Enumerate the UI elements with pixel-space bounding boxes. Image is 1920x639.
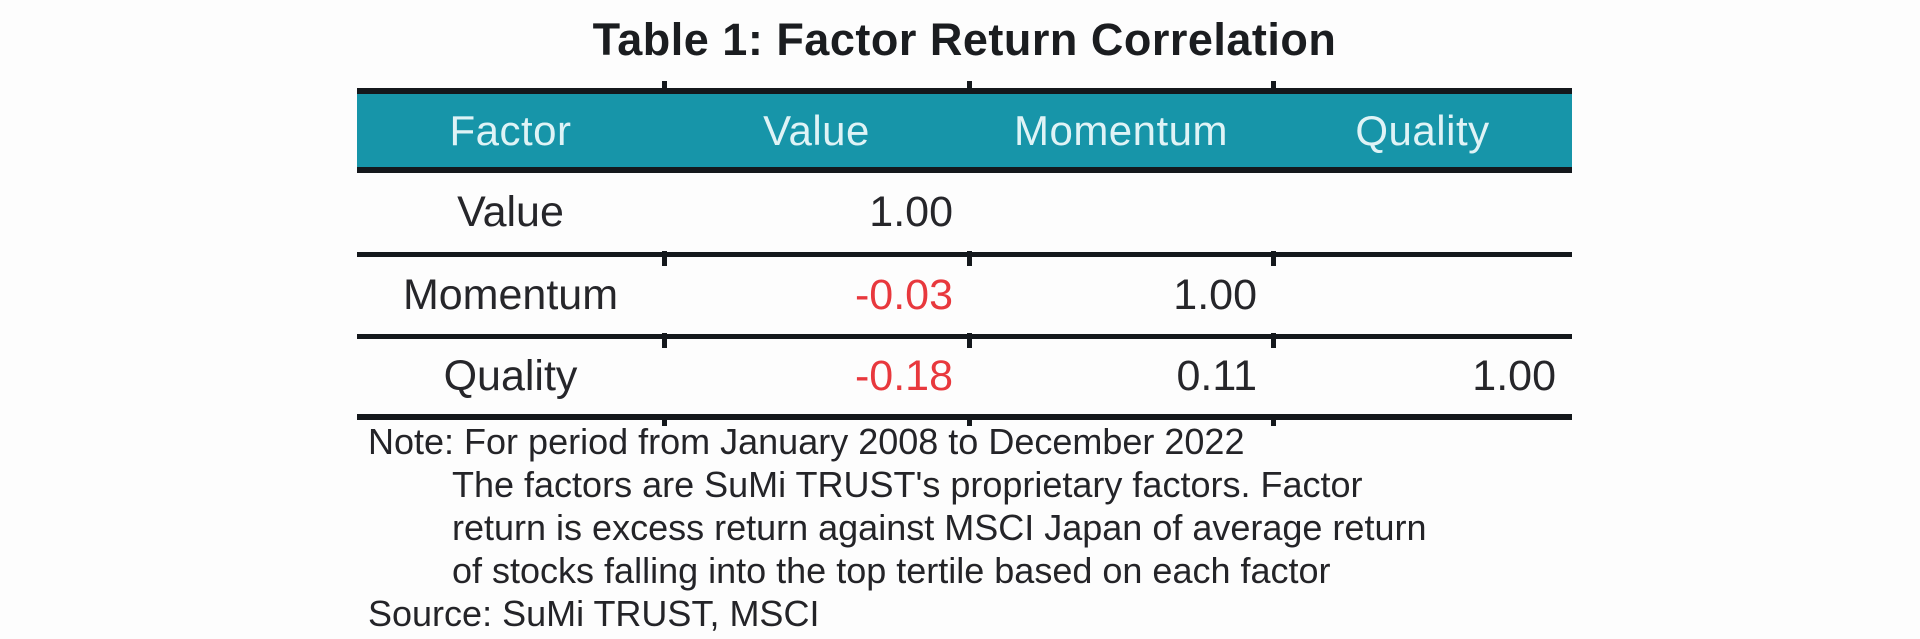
column-header-factor: Factor	[357, 88, 664, 173]
column-header-value: Value	[664, 88, 969, 173]
table-row-momentum: Momentum -0.03 1.00	[357, 254, 1572, 339]
table-notes: Note: For period from January 2008 to De…	[368, 420, 1426, 635]
correlation-value: 1.00	[969, 254, 1273, 339]
row-label-momentum: Momentum	[357, 254, 664, 339]
note-line: return is excess return against MSCI Jap…	[452, 507, 1427, 548]
correlation-value: -0.03	[664, 254, 969, 339]
correlation-value: -0.18	[664, 336, 969, 420]
figure-title: Table 1: Factor Return Correlation	[592, 14, 1337, 65]
empty-cell	[1273, 170, 1572, 257]
column-boundary-tick	[967, 251, 972, 266]
source-line: Source: SuMi TRUST, MSCI	[368, 593, 820, 634]
table-row-quality: Quality -0.18 0.11 1.00	[357, 336, 1572, 420]
column-header-momentum: Momentum	[969, 88, 1273, 173]
table-body: Value 1.00 Momentum -0.03 1.00 Quality -0.18 0.…	[357, 170, 1572, 420]
empty-cell	[969, 170, 1273, 257]
column-boundary-tick	[662, 414, 667, 426]
row-label-value: Value	[357, 170, 664, 257]
column-boundary-tick	[967, 81, 972, 90]
correlation-table: Factor Value Momentum Quality Value 1.00 Mome…	[357, 81, 1572, 426]
column-boundary-tick	[1271, 251, 1276, 266]
correlation-value: 1.00	[1273, 336, 1572, 420]
note-line: of stocks falling into the top tertile b…	[452, 550, 1331, 591]
column-boundary-tick	[967, 333, 972, 348]
correlation-value: 0.11	[969, 336, 1273, 420]
factor-correlation-table: Factor Value Momentum Quality Value 1.00 Mome…	[357, 88, 1572, 420]
row-label-quality: Quality	[357, 336, 664, 420]
column-header-quality: Quality	[1273, 88, 1572, 173]
note-line: Note: For period from January 2008 to De…	[368, 421, 1245, 462]
column-boundary-tick	[662, 81, 667, 90]
column-boundary-tick	[1271, 333, 1276, 348]
empty-cell	[1273, 254, 1572, 339]
column-boundary-tick	[662, 333, 667, 348]
correlation-value: 1.00	[664, 170, 969, 257]
table-header-row: Factor Value Momentum Quality	[357, 88, 1572, 173]
column-boundary-tick	[967, 414, 972, 426]
column-boundary-tick	[662, 251, 667, 266]
table-row-value: Value 1.00	[357, 170, 1572, 257]
column-boundary-tick	[1271, 81, 1276, 90]
note-line: The factors are SuMi TRUST's proprietary…	[452, 464, 1363, 505]
column-boundary-tick	[1271, 414, 1276, 426]
